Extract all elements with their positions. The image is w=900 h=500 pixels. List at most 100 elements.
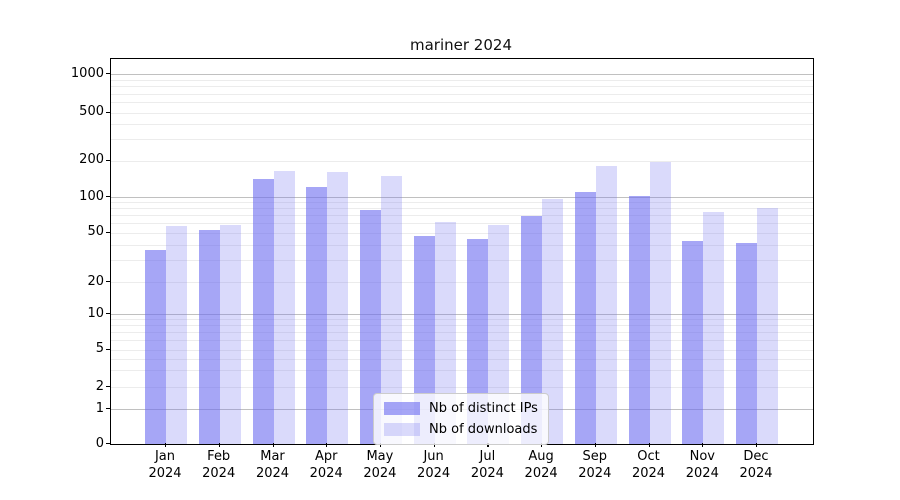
y-tick-mark-100 — [106, 196, 110, 198]
x-tick-year: 2024 — [578, 466, 612, 481]
x-tick-mark-nov-2024 — [702, 443, 704, 447]
x-tick-month: Oct — [637, 449, 660, 464]
y-tick-mark-0 — [106, 443, 110, 445]
bar-nb-of-downloads-feb-2024 — [219, 224, 241, 444]
legend: Nb of distinct IPs Nb of downloads — [373, 393, 549, 445]
x-tick-mark-jan-2024 — [165, 443, 167, 447]
x-tick-mark-aug-2024 — [541, 443, 543, 447]
bar-nb-of-downloads-jul-2024 — [488, 224, 510, 444]
x-tick-month: Nov — [689, 449, 715, 464]
y-tick-label-1000: 1000 — [70, 65, 104, 81]
bar-nb-of-downloads-mar-2024 — [273, 171, 295, 444]
y-tick-label-100: 100 — [79, 188, 104, 204]
minor-gridline-7 — [111, 332, 813, 334]
x-tick-label-jul-2024: Jul 2024 — [455, 448, 519, 482]
minor-gridline-6 — [111, 340, 813, 342]
minor-gridline-70 — [111, 215, 813, 217]
minor-gridline-400 — [111, 124, 813, 126]
x-tick-mark-oct-2024 — [648, 443, 650, 447]
y-tick-label-0: 0 — [95, 435, 104, 451]
x-tick-year: 2024 — [202, 466, 236, 481]
minor-gridline-20 — [111, 282, 813, 283]
x-tick-mark-jun-2024 — [433, 443, 435, 447]
bar-nb-of-downloads-may-2024 — [380, 176, 402, 444]
x-tick-month: Sep — [582, 449, 608, 464]
x-tick-label-jun-2024: Jun 2024 — [402, 448, 466, 482]
y-tick-mark-5 — [106, 348, 110, 350]
minor-gridline-60 — [111, 223, 813, 225]
bar-nb-of-downloads-jun-2024 — [434, 222, 456, 444]
bar-nb-of-distinct-ips-jan-2024 — [145, 250, 166, 444]
x-tick-month: Feb — [207, 449, 231, 464]
bar-nb-of-distinct-ips-may-2024 — [359, 209, 381, 444]
y-tick-label-200: 200 — [79, 152, 104, 167]
bar-nb-of-downloads-sep-2024 — [595, 166, 617, 444]
y-tick-label-10: 10 — [87, 305, 104, 321]
bar-nb-of-distinct-ips-oct-2024 — [628, 196, 650, 444]
legend-swatch-icon — [384, 402, 420, 415]
y-tick-mark-1000 — [106, 73, 110, 75]
bar-nb-of-downloads-nov-2024 — [703, 211, 725, 444]
minor-gridline-30 — [111, 260, 813, 262]
minor-gridline-900 — [111, 79, 813, 81]
bar-nb-of-downloads-aug-2024 — [542, 199, 564, 444]
minor-gridline-600 — [111, 102, 813, 104]
minor-gridline-9 — [111, 319, 813, 321]
x-tick-year: 2024 — [470, 466, 504, 481]
bar-nb-of-distinct-ips-aug-2024 — [521, 216, 543, 444]
minor-gridline-500 — [111, 112, 813, 114]
x-tick-month: Jan — [154, 449, 176, 464]
bar-nb-of-distinct-ips-jul-2024 — [467, 239, 489, 444]
minor-gridline-300 — [111, 139, 813, 141]
x-tick-mark-dec-2024 — [756, 443, 758, 447]
bar-nb-of-downloads-apr-2024 — [327, 172, 349, 444]
x-tick-label-mar-2024: Mar 2024 — [241, 448, 305, 482]
minor-gridline-50 — [111, 232, 813, 234]
x-tick-label-sep-2024: Sep 2024 — [563, 448, 627, 482]
minor-gridline-2 — [111, 387, 813, 388]
x-tick-mark-apr-2024 — [326, 443, 328, 447]
major-gridline-10 — [111, 314, 813, 315]
y-tick-mark-2 — [106, 386, 110, 388]
legend-label: Nb of downloads — [429, 422, 538, 437]
y-tick-mark-50 — [106, 231, 110, 233]
x-tick-label-dec-2024: Dec 2024 — [724, 448, 788, 482]
legend-entry-nb-of-downloads: Nb of downloads — [384, 421, 538, 438]
x-tick-label-oct-2024: Oct 2024 — [617, 448, 681, 482]
y-tick-label-5: 5 — [95, 341, 104, 356]
minor-gridline-40 — [111, 244, 813, 246]
x-tick-mark-jul-2024 — [487, 443, 489, 447]
y-tick-label-500: 500 — [79, 104, 104, 119]
x-tick-month: Aug — [528, 449, 554, 464]
x-tick-month: Apr — [314, 449, 338, 464]
x-tick-year: 2024 — [631, 466, 666, 481]
x-tick-label-feb-2024: Feb 2024 — [187, 448, 251, 482]
y-tick-label-2: 2 — [95, 378, 104, 394]
x-tick-mark-mar-2024 — [272, 443, 274, 447]
major-gridline-1000 — [111, 74, 813, 75]
bar-nb-of-distinct-ips-apr-2024 — [306, 187, 328, 444]
bar-nb-of-downloads-oct-2024 — [649, 161, 671, 444]
minor-gridline-3 — [111, 370, 813, 372]
legend-swatch-icon — [384, 423, 420, 436]
bar-nb-of-downloads-jan-2024 — [166, 225, 187, 444]
x-tick-label-aug-2024: Aug 2024 — [509, 448, 573, 482]
plot-area: Nb of distinct IPs Nb of downloads — [110, 58, 814, 445]
bar-nb-of-distinct-ips-nov-2024 — [682, 240, 704, 444]
x-tick-year: 2024 — [255, 466, 290, 481]
chart-title: mariner 2024 — [410, 36, 512, 54]
x-tick-mark-feb-2024 — [218, 443, 220, 447]
bar-nb-of-distinct-ips-dec-2024 — [736, 243, 757, 444]
x-tick-month: Jul — [479, 449, 496, 464]
x-tick-mark-may-2024 — [379, 443, 382, 447]
minor-gridline-4 — [111, 358, 813, 360]
bar-nb-of-distinct-ips-feb-2024 — [198, 229, 220, 444]
minor-gridline-800 — [111, 86, 813, 88]
x-tick-year: 2024 — [417, 466, 451, 481]
x-tick-month: Dec — [743, 449, 769, 464]
x-tick-label-may-2024: May 2024 — [348, 448, 412, 482]
bar-nb-of-downloads-dec-2024 — [757, 208, 778, 444]
bar-nb-of-distinct-ips-sep-2024 — [574, 191, 596, 444]
x-tick-year: 2024 — [524, 466, 558, 481]
y-tick-label-50: 50 — [87, 224, 104, 239]
